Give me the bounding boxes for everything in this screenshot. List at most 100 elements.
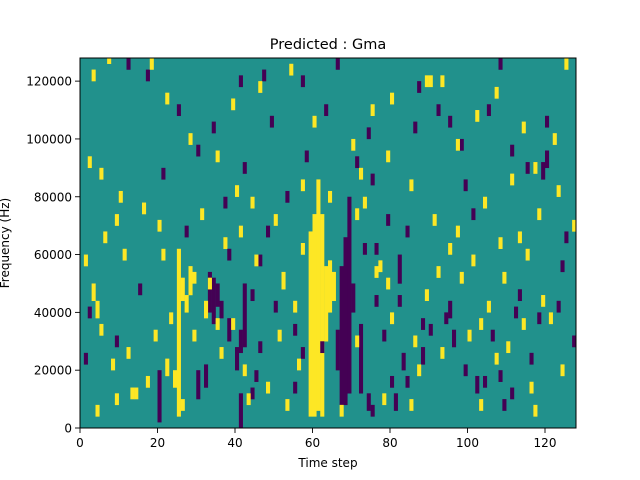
heatmap-cell-low — [374, 243, 379, 255]
heatmap-cells — [83, 58, 576, 428]
heatmap-cell-low — [223, 196, 228, 209]
heatmap-cell-low — [510, 144, 515, 157]
heatmap-cell-low — [242, 162, 247, 174]
heatmap-cell-high — [266, 381, 271, 394]
heatmap-cell-low — [161, 167, 166, 180]
heatmap-cell-high — [533, 404, 538, 417]
heatmap-cell-high — [99, 167, 104, 180]
heatmap-cell-high — [83, 254, 88, 267]
heatmap-cell-low — [417, 81, 422, 93]
heatmap-cell-high — [219, 347, 224, 359]
heatmap-cell-high — [479, 318, 484, 330]
y-tick-label: 40000 — [34, 306, 72, 320]
heatmap-cell-low — [370, 404, 375, 417]
heatmap-cell-high — [521, 121, 526, 134]
heatmap-cell-high — [521, 318, 526, 330]
heatmap-cell-low — [238, 329, 243, 354]
heatmap-cell-high — [246, 393, 251, 406]
heatmap-cell-high — [180, 399, 185, 411]
heatmap-cell-low — [452, 329, 457, 348]
heatmap-cell-high — [533, 162, 538, 174]
heatmap-cell-low — [444, 312, 449, 325]
heatmap-cell-low — [413, 121, 418, 134]
y-axis: 0 20000 40000 60000 80000 100000 120000 — [26, 75, 80, 436]
heatmap-cell-low — [529, 352, 534, 365]
heatmap-cell-low — [475, 375, 480, 394]
heatmap-cell-high — [165, 358, 170, 377]
heatmap-cell-low — [498, 58, 503, 70]
heatmap-cell-low — [436, 104, 441, 117]
heatmap-cell-low — [355, 156, 360, 169]
plot-background — [80, 58, 576, 428]
heatmap-cell-high — [215, 150, 220, 163]
heatmap-cell-low — [293, 381, 298, 394]
heatmap-cell-high — [149, 58, 154, 70]
heatmap-cell-high — [254, 254, 259, 267]
heatmap-cell-high — [455, 225, 460, 238]
heatmap-cell-high — [386, 150, 391, 163]
x-axis-label: Time step — [297, 456, 357, 470]
heatmap-cell-high — [328, 190, 333, 203]
heatmap-cell-high — [285, 399, 290, 411]
heatmap-cell-low — [448, 300, 453, 319]
heatmap-cell-high — [424, 75, 429, 88]
heatmap-cell-low — [382, 329, 387, 342]
heatmap-cell-high — [498, 237, 503, 249]
heatmap-cell-high — [552, 133, 557, 145]
heatmap-cell-low — [486, 104, 491, 117]
heatmap-cell-high — [165, 92, 170, 105]
heatmap-cell-low — [483, 375, 488, 388]
heatmap-cell-low — [138, 283, 143, 296]
heatmap-cell-low — [517, 289, 522, 302]
heatmap-cell-low — [405, 375, 410, 388]
heatmap-cell-high — [277, 329, 282, 342]
heatmap-cell-high — [382, 393, 387, 406]
heatmap-cell-high — [258, 81, 263, 93]
heatmap-cell-high — [556, 185, 561, 197]
heatmap-cell-low — [254, 370, 259, 382]
heatmap-cell-low — [397, 295, 402, 307]
heatmap-cell-low — [227, 318, 232, 342]
heatmap-cell-high — [204, 300, 209, 319]
heatmap-cell-high — [114, 393, 119, 406]
heatmap-cell-low — [211, 277, 216, 325]
heatmap-cell-low — [235, 347, 240, 371]
plot-frame — [79, 57, 577, 429]
y-tick-label: 0 — [64, 422, 72, 436]
heatmap-cell-high — [440, 75, 445, 88]
heatmap-cell-high — [355, 208, 360, 221]
heatmap-cell-low — [196, 370, 201, 400]
heatmap-cell-high — [448, 243, 453, 255]
heatmap-cell-low — [250, 387, 255, 400]
y-tick-label: 120000 — [26, 75, 72, 89]
heatmap-cell-high — [188, 133, 193, 145]
heatmap-cell-high — [95, 404, 100, 417]
heatmap-cell-low — [242, 283, 247, 348]
heatmap-cell-high — [455, 138, 460, 151]
heatmap-cell-low — [351, 283, 356, 313]
heatmap-cell-high — [390, 92, 395, 105]
heatmap-cell-low — [537, 312, 542, 325]
heatmap-cell-low — [250, 289, 255, 302]
heatmap-cell-low — [502, 399, 507, 411]
x-tick-label: 20 — [150, 436, 165, 450]
heatmap-cell-high — [467, 329, 472, 342]
heatmap-cell-low — [196, 144, 201, 157]
heatmap-cell-high — [192, 329, 197, 342]
heatmap-cell-high — [192, 271, 197, 284]
x-tick-label: 40 — [227, 436, 242, 450]
heatmap-cell-low — [374, 295, 379, 307]
heatmap-cell-low — [269, 115, 274, 128]
heatmap-cell-low — [304, 150, 309, 163]
heatmap-cell-high — [494, 352, 499, 365]
heatmap-cell-low — [335, 58, 340, 70]
heatmap-cell-low — [258, 341, 263, 354]
heatmap-cell-low — [293, 323, 298, 336]
heatmap-cell-high — [122, 248, 127, 261]
heatmap-cell-high — [486, 300, 491, 313]
heatmap-cell-low — [266, 225, 271, 238]
heatmap-cell-high — [184, 295, 189, 313]
heatmap-cell-low — [525, 162, 530, 174]
heatmap-cell-low — [227, 248, 232, 261]
heatmap-cell-low — [87, 306, 92, 319]
